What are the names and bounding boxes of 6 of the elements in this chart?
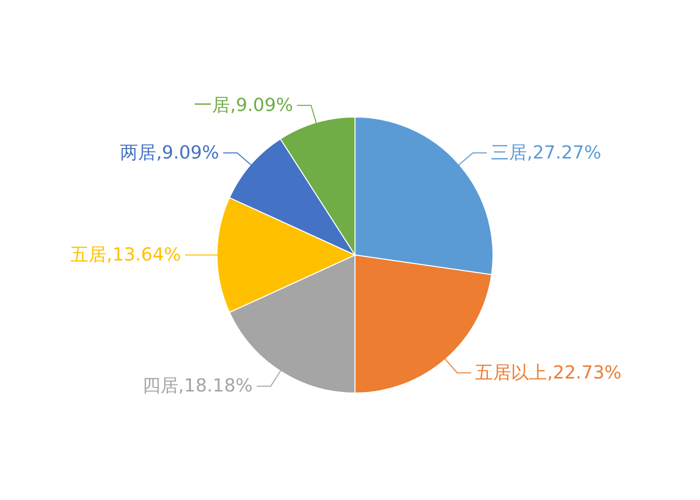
slice-label: 五居,13.64% bbox=[70, 244, 181, 266]
slice-label: 四居,18.18% bbox=[142, 376, 253, 397]
slice-label: 两居,9.09% bbox=[120, 142, 220, 164]
slice-label: 三居,27.27% bbox=[490, 142, 602, 164]
slice-label: 五居以上,22.73% bbox=[475, 362, 622, 384]
slice-label: 一居,9.09% bbox=[194, 94, 294, 116]
